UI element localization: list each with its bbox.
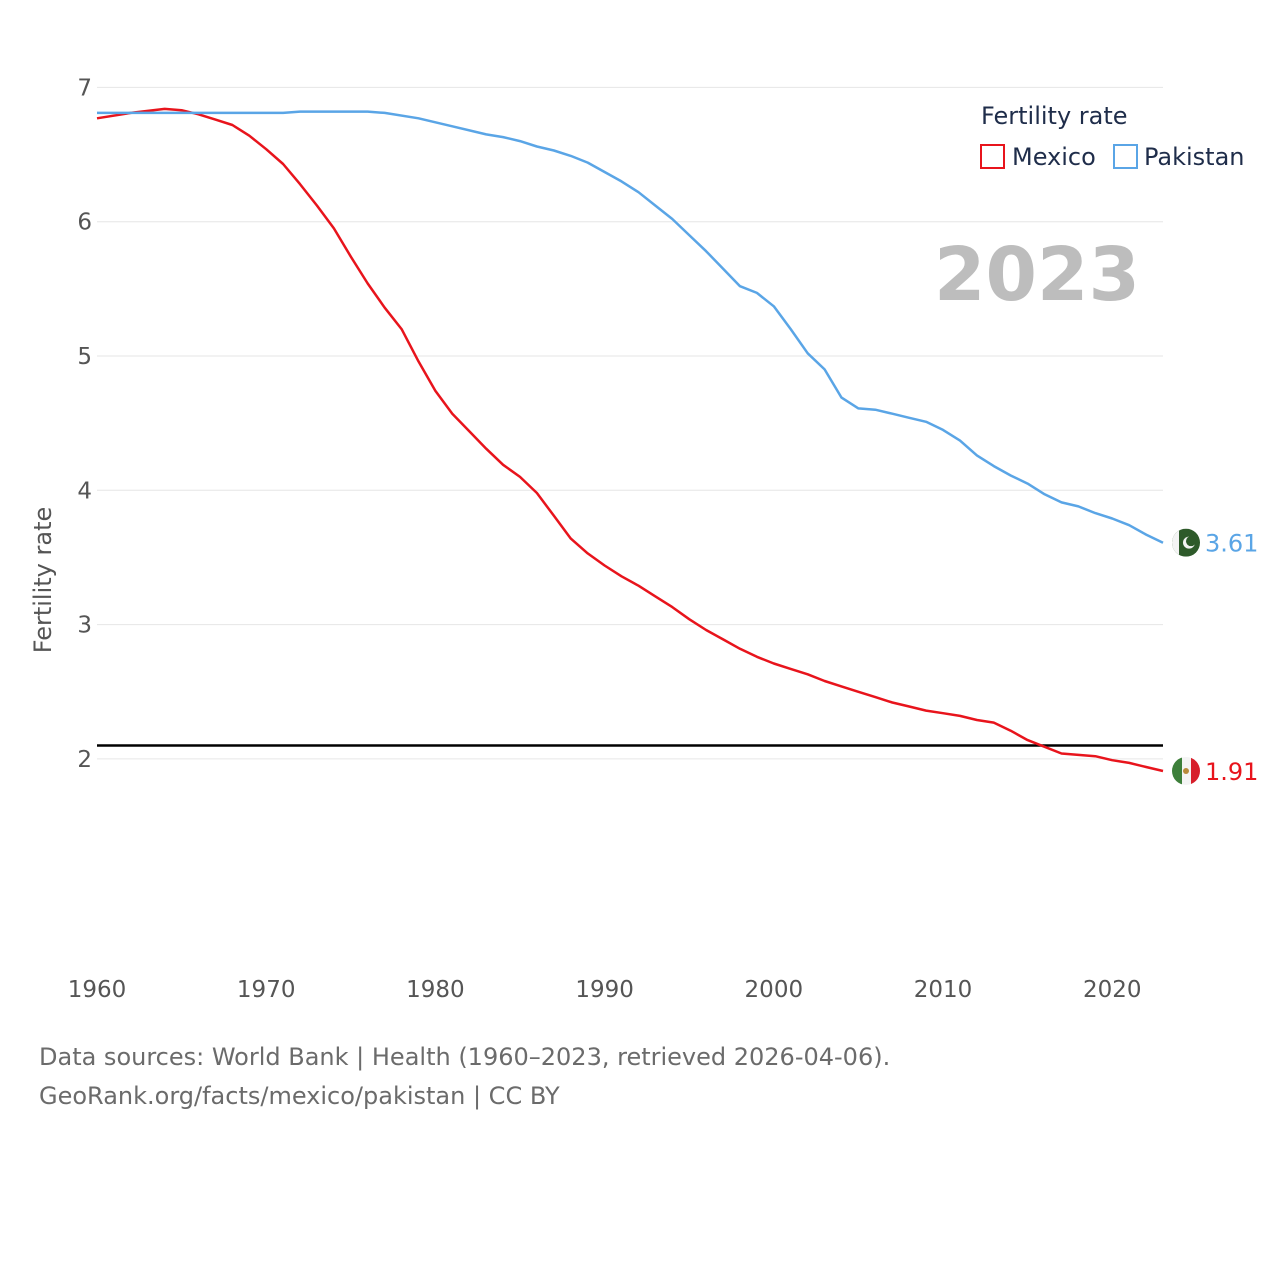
series-lines: [96, 107, 1164, 773]
x-tick-label-2020: 2020: [1083, 977, 1142, 1003]
y-tick-label-5: 5: [77, 344, 92, 370]
mexico-flag-icon: [1172, 756, 1200, 785]
x-tick-label-2010: 2010: [914, 977, 973, 1003]
y-tick-label-4: 4: [77, 478, 92, 504]
grid-lines: [97, 86, 1163, 760]
end-label-pakistan: 3.61: [1205, 530, 1258, 558]
series-line-mexico: [96, 107, 1164, 773]
series-end-labels: 1.91 3.61: [1172, 528, 1258, 786]
y-tick-label-7: 7: [77, 75, 92, 101]
footer-attribution[interactable]: GeoRank.org/facts/mexico/pakistan | CC B…: [39, 1082, 560, 1110]
x-tick-label-1990: 1990: [575, 977, 634, 1003]
x-tick-label-1970: 1970: [237, 977, 296, 1003]
y-tick-label-6: 6: [77, 210, 92, 236]
y-axis-title: Fertility rate: [29, 507, 57, 654]
fertility-rate-chart: 2 3 4 5 6 7 1960 1970 1980 1990 2000 2010 2020 1.91…: [29, 75, 1258, 1003]
y-tick-label-2: 2: [77, 747, 92, 773]
x-tick-label-1980: 1980: [406, 977, 465, 1003]
legend-label-pakistan: Pakistan: [1144, 143, 1245, 171]
y-tick-label-3: 3: [77, 613, 92, 639]
legend-item-pakistan[interactable]: Pakistan: [1113, 143, 1245, 171]
x-tick-label-1960: 1960: [68, 977, 127, 1003]
legend-label-mexico: Mexico: [1012, 143, 1096, 171]
y-axis-ticks: 2 3 4 5 6 7: [77, 75, 92, 773]
footer-sources: Data sources: World Bank | Health (1960–…: [39, 1043, 891, 1071]
series-line-pakistan: [97, 110, 1164, 544]
legend-swatch-mexico: [980, 144, 1005, 169]
legend-swatch-pakistan: [1113, 144, 1138, 169]
end-label-mexico: 1.91: [1205, 758, 1258, 786]
legend-item-mexico[interactable]: Mexico: [980, 143, 1096, 171]
pakistan-flag-icon: [1172, 528, 1200, 557]
x-axis-ticks: 1960 1970 1980 1990 2000 2010 2020: [68, 977, 1142, 1003]
legend: Fertility rate Mexico Pakistan: [980, 102, 1245, 171]
year-label: 2023: [934, 232, 1140, 318]
x-tick-label-2000: 2000: [745, 977, 804, 1003]
legend-title: Fertility rate: [981, 102, 1128, 130]
